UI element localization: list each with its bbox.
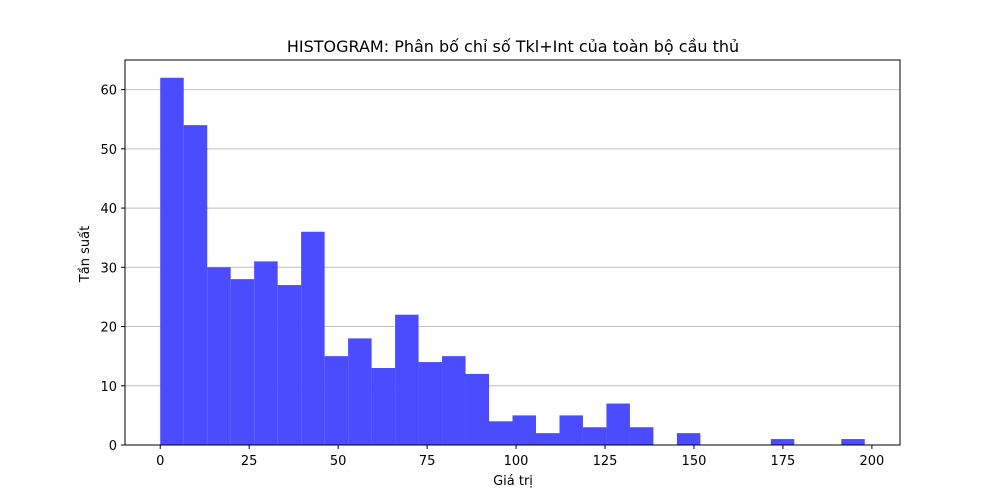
x-tick-label: 75: [419, 454, 436, 469]
histogram-bar: [582, 427, 607, 445]
histogram-bar: [841, 439, 865, 445]
y-tick-label: 60: [100, 84, 117, 99]
y-tick-label: 30: [100, 261, 117, 276]
histogram-bar: [230, 279, 255, 445]
histogram-bar: [277, 285, 302, 445]
x-tick-label: 175: [771, 454, 796, 469]
y-tick-label: 50: [100, 143, 117, 158]
histogram-bar: [371, 368, 396, 445]
histogram-bar: [770, 439, 795, 445]
histogram-bar: [183, 125, 208, 446]
histogram-bar: [160, 77, 184, 446]
histogram-bar: [254, 261, 278, 445]
histogram-bar: [629, 427, 654, 445]
x-tick-label: 150: [682, 454, 707, 469]
histogram-bar: [606, 403, 630, 445]
x-tick-label: 25: [241, 454, 258, 469]
x-axis-label: Giá trị: [493, 474, 533, 489]
histogram-bar: [348, 338, 372, 445]
y-tick-label: 40: [100, 202, 117, 217]
x-tick-label: 125: [593, 454, 618, 469]
histogram-bar: [489, 421, 513, 445]
x-axis-ticks: 0 25 50 75 100 125 150 175 200: [156, 445, 884, 469]
bars: [160, 77, 865, 446]
histogram-bar: [442, 356, 466, 445]
histogram-bar: [324, 356, 349, 445]
histogram-bar: [395, 314, 419, 445]
histogram-bar: [418, 362, 443, 445]
histogram-bar: [559, 415, 583, 445]
chart-title: HISTOGRAM: Phân bố chỉ số Tkl+Int của to…: [287, 37, 739, 56]
histogram-bar: [512, 415, 536, 445]
y-tick-label: 0: [109, 439, 117, 454]
x-tick-label: 50: [330, 454, 347, 469]
histogram-bar: [207, 267, 231, 445]
histogram-bar: [676, 433, 701, 445]
y-tick-label: 20: [100, 321, 117, 336]
x-tick-label: 200: [859, 454, 884, 469]
x-tick-label: 0: [156, 454, 164, 469]
histogram-bar: [301, 231, 325, 445]
y-tick-label: 10: [100, 380, 117, 395]
y-axis-label: Tần suất: [78, 226, 93, 283]
plot-frame: [124, 59, 901, 446]
y-axis-ticks: 0 10 20 30 40 50 60: [100, 84, 125, 454]
histogram-bar: [535, 433, 560, 445]
x-tick-label: 100: [504, 454, 529, 469]
histogram-bar: [465, 373, 490, 445]
